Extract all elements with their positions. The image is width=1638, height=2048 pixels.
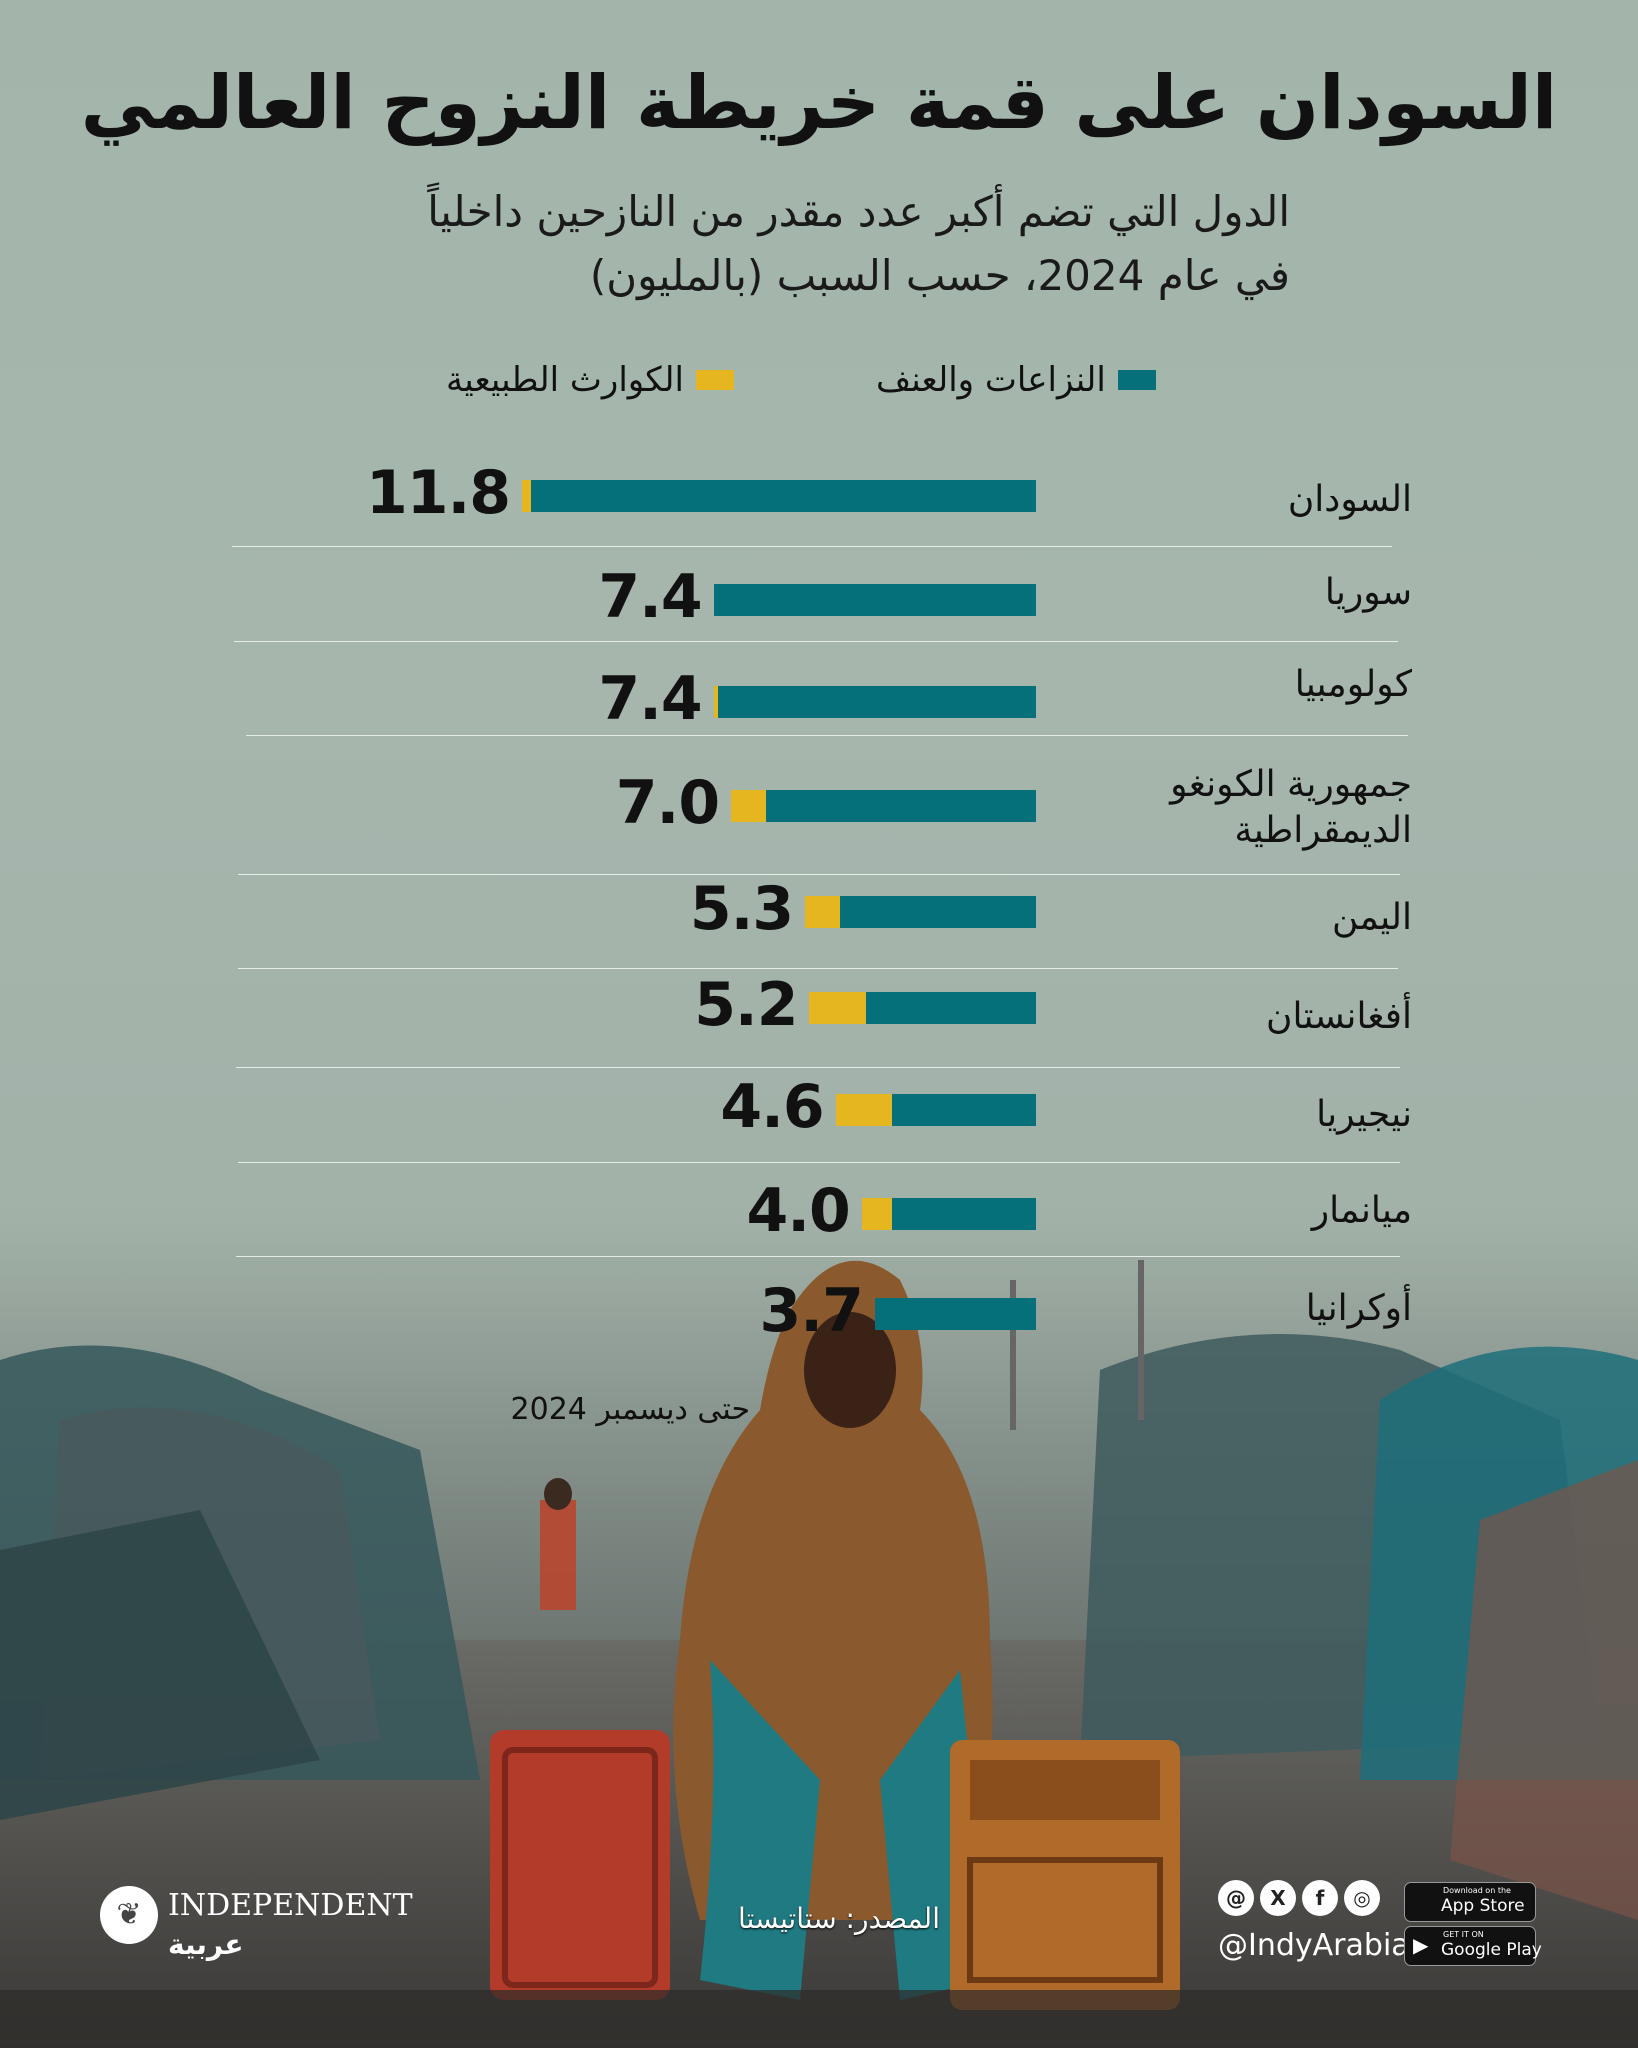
category-label: سوريا [1092, 570, 1412, 616]
category-label-line: أوكرانيا [1305, 1288, 1412, 1329]
bar-disasters [731, 790, 766, 822]
bar-conflict [718, 686, 1036, 718]
category-label-line: السودان [1287, 479, 1412, 520]
facebook-icon[interactable]: f [1302, 1880, 1338, 1916]
category-label-line: الديمقراطية [1234, 810, 1412, 851]
brand-sub: عربية [168, 1928, 244, 1961]
bar-conflict [530, 480, 1036, 512]
subtitle-line-2: في عام 2024، حسب السبب (بالمليون) [589, 251, 1290, 300]
google-play-small: GET IT ON [1443, 1930, 1484, 1939]
threads-icon[interactable]: @ [1218, 1880, 1254, 1916]
row-divider [232, 546, 1392, 547]
category-label-line: أفغانستان [1266, 996, 1412, 1037]
row-divider [236, 1256, 1400, 1257]
brand-logo: ❦ INDEPENDENT عربية [100, 1882, 430, 1962]
social-icons: @ X f ◎ [1218, 1880, 1380, 1916]
value-label: 5.3 [689, 874, 794, 944]
category-label-line: سوريا [1324, 572, 1412, 613]
app-store-small: Download on the [1443, 1886, 1511, 1895]
category-label: السودان [1092, 477, 1412, 523]
google-play-big: Google Play [1441, 1940, 1542, 1960]
category-label-line: نيجيريا [1316, 1094, 1412, 1135]
bar-conflict [713, 584, 1036, 616]
instagram-icon[interactable]: ◎ [1344, 1880, 1380, 1916]
bar-disasters [861, 1198, 893, 1230]
app-store-badge[interactable]: Download on the App Store [1404, 1882, 1536, 1922]
category-label-line: اليمن [1331, 897, 1412, 938]
row-divider [236, 1067, 1400, 1068]
value-label: 4.6 [720, 1072, 824, 1142]
row-divider [238, 874, 1400, 875]
bar-conflict [765, 790, 1036, 822]
bar-chart: 11.8 السودان 7.4 سوريا 7.4 كولومبيا 7.0 جمهورية… [232, 458, 1412, 1346]
bar-disasters [713, 686, 718, 718]
legend-label-disasters: الكوارث الطبيعية [446, 360, 684, 400]
bar-disasters [835, 1094, 893, 1126]
value-label: 7.0 [615, 768, 720, 838]
category-label: كولومبيا [1092, 662, 1412, 708]
background-top [0, 0, 1638, 1250]
bar-conflict [892, 1198, 1036, 1230]
subtitle: الدول التي تضم أكبر عدد مقدر من النازحين… [290, 180, 1290, 308]
legend-label-conflict: النزاعات والعنف [876, 360, 1106, 400]
source-text: المصدر: ستاتيستا [738, 1902, 940, 1935]
value-label: 7.4 [598, 664, 702, 734]
value-label: 3.7 [759, 1276, 864, 1346]
brand-name: INDEPENDENT [168, 1888, 413, 1923]
app-store-big: App Store [1441, 1896, 1525, 1916]
legend-swatch-conflict [1117, 370, 1156, 390]
play-icon: ▶ [1413, 1933, 1429, 1957]
category-label-line: جمهورية الكونغو [1170, 764, 1412, 805]
bar-disasters [809, 992, 867, 1024]
legend-item-conflict: النزاعات والعنف [876, 360, 1156, 400]
subtitle-line-1: الدول التي تضم أكبر عدد مقدر من النازحين… [427, 187, 1290, 236]
google-play-badge[interactable]: ▶ GET IT ON Google Play [1404, 1926, 1542, 1966]
category-label-line: كولومبيا [1294, 664, 1412, 705]
social-handle[interactable]: @IndyArabia [1218, 1928, 1410, 1963]
page-title: السودان على قمة خريطة النزوح العالمي [80, 60, 1558, 146]
row-divider [238, 968, 1398, 969]
legend-swatch-disasters [695, 370, 734, 390]
category-label: نيجيريا [1092, 1092, 1412, 1138]
value-label: 11.8 [365, 458, 511, 528]
category-label: جمهورية الكونغو الديمقراطية [1092, 762, 1412, 854]
bar-conflict [892, 1094, 1036, 1126]
category-label: أوكرانيا [1092, 1286, 1412, 1332]
category-label: أفغانستان [1092, 994, 1412, 1040]
bar-conflict [839, 896, 1036, 928]
row-divider [238, 1162, 1400, 1163]
bar-disasters [522, 480, 531, 512]
category-label: اليمن [1092, 895, 1412, 941]
bar-conflict [866, 992, 1036, 1024]
value-label: 7.4 [598, 562, 702, 632]
value-label: 5.2 [694, 970, 798, 1040]
background-photo [0, 1220, 1638, 2048]
x-icon[interactable]: X [1260, 1880, 1296, 1916]
chart-note: حتى ديسمبر 2024 [510, 1392, 750, 1427]
legend-item-disasters: الكوارث الطبيعية [446, 360, 734, 400]
bar-disasters [805, 896, 840, 928]
bar-conflict [874, 1298, 1036, 1330]
row-divider [246, 735, 1408, 736]
value-label: 4.0 [746, 1176, 850, 1246]
category-label-line: ميانمار [1311, 1190, 1412, 1231]
row-divider [234, 641, 1398, 642]
eagle-icon: ❦ [100, 1886, 158, 1944]
category-label: ميانمار [1092, 1188, 1412, 1234]
